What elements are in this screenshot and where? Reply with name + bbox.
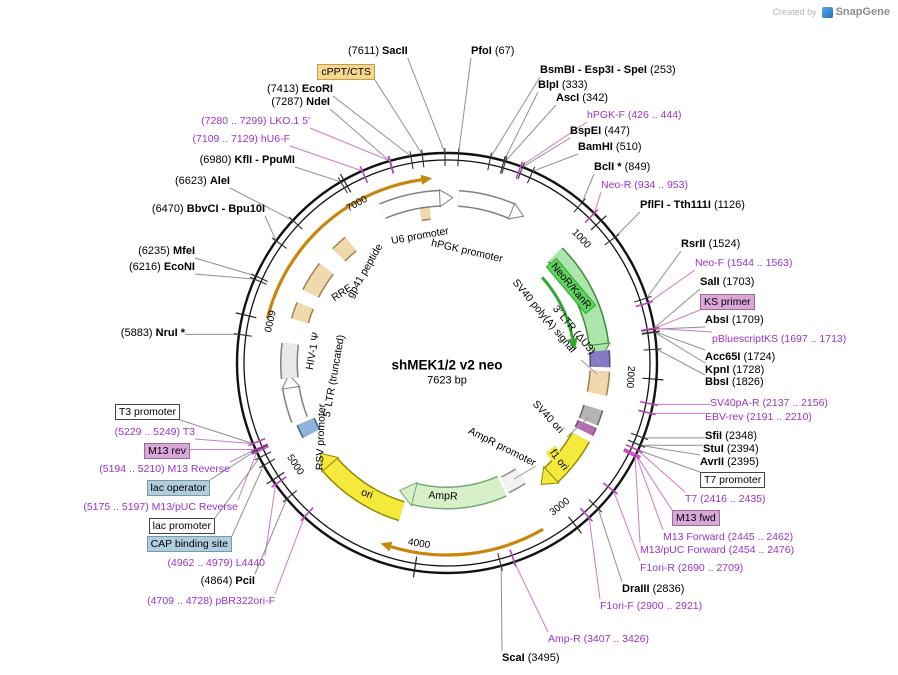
site-label-sali: SalI (1703) [700, 276, 755, 288]
ring-mark-2000: 2000 [623, 365, 637, 389]
primer-label-pbluescriptks: pBluescriptKS (1697 .. 1713) [712, 333, 847, 345]
u6-promoter-arrow [379, 188, 454, 220]
site-label-mfei: (6235) MfeI [138, 245, 195, 257]
primer-label-f1ori-r: F1ori-R (2690 .. 2709) [640, 562, 744, 574]
site-label-nrui: (5883) NruI * [120, 327, 185, 339]
primer-label-sv40pa-r: SV40pA-R (2137 .. 2156) [710, 397, 828, 409]
site-label-scai: ScaI (3495) [502, 652, 560, 664]
feature-label-lac-operator: lac operator [146, 480, 210, 496]
snapgene-logo-icon [821, 6, 833, 18]
gp41-feature-box [332, 236, 357, 262]
plasmid-name: shMEK1/2 v2 neo [391, 357, 503, 373]
primer-label-amp-r: Amp-R (3407 .. 3426) [548, 633, 649, 645]
site-label-bbvci-bpu10i: (6470) BbvCI - Bpu10I [151, 203, 265, 215]
primer-label-neo-r: Neo-R (934 .. 953) [601, 179, 688, 191]
primer-label-l4440: (4962 .. 4979) L4440 [167, 557, 266, 569]
ltr5-feature-box [280, 342, 300, 379]
neor-inner-green-arrow [540, 276, 578, 351]
t7-m13-feature-sliver [574, 419, 597, 436]
plasmid-title-block: shMEK1/2 v2 neo 7623 bp [391, 358, 502, 387]
primer-label-hu6-f: (7109 .. 7129) hU6-F [192, 133, 290, 145]
primer-label-f1ori-f: F1ori-F (2900 .. 2921) [600, 600, 703, 612]
site-label-sfii: SfiI (2348) [705, 430, 757, 442]
primer-label-m13-forward: M13 Forward (2445 .. 2462) [663, 531, 794, 543]
credit-text: Created by [772, 7, 817, 17]
feature-label-lac-promoter: lac promoter [148, 518, 215, 534]
primer-label-m13-reverse: (5194 .. 5210) M13 Reverse [99, 463, 230, 475]
site-label-bamhi: BamHI (510) [578, 141, 642, 153]
site-label-stui: StuI (2394) [703, 443, 759, 455]
snapgene-brand: SnapGene [821, 6, 890, 18]
site-label-ecori: (7413) EcoRI [266, 83, 333, 95]
sv40-ori-feature-box [578, 404, 604, 426]
site-label-alei: (6623) AleI [174, 175, 230, 187]
primer-label-pbr322ori-f: (4709 .. 4728) pBR322ori-F [147, 595, 275, 607]
orange-arc-bottom [380, 527, 544, 557]
site-label-bsmbi-esp3i-spei: BsmBI - Esp3I - SpeI (253) [540, 64, 676, 76]
site-label-blpi: BlpI (333) [538, 79, 588, 91]
feature-label-m13-rev: M13 rev [144, 443, 190, 459]
feature-label-cppt-cts: cPPT/CTS [317, 64, 375, 80]
f1-ori-arrow [540, 431, 590, 485]
ori-arrow [319, 452, 405, 522]
sv40-polya-feature-box [586, 370, 611, 396]
ltr3-feature-box [589, 350, 611, 368]
feature-label-cap-binding-site: CAP binding site [146, 536, 232, 552]
feature-label-t3-promoter: T3 promoter [114, 404, 180, 420]
site-label-pcii: (4864) PciI [200, 575, 255, 587]
site-label-kpni: KpnI (1728) [705, 364, 765, 376]
snapgene-credit: Created by SnapGene [773, 6, 890, 18]
hpgk-promoter-arrow [457, 189, 525, 220]
primer-label-neo-f: Neo-F (1544 .. 1563) [695, 257, 793, 269]
ampr-arrow [398, 475, 507, 510]
fe­ature-label-ampr: AmpR [428, 489, 458, 503]
feature-label-m13-fwd: M13 fwd [672, 510, 720, 526]
primer-label-m13-puc-reverse: (5175 .. 5197) M13/pUC Reverse [83, 501, 238, 513]
site-label-bbsi: BbsI (1826) [705, 376, 764, 388]
orange-arc-top [265, 174, 433, 319]
site-label-pfoi: PfoI (67) [471, 45, 515, 57]
plasmid-ring [235, 151, 659, 575]
rre-feature-box [302, 262, 335, 298]
site-label-econi: (6216) EcoNI [128, 261, 195, 273]
primer-label-lko1-5: (7280 .. 7299) LKO.1 5' [201, 115, 310, 127]
site-label-ndei: (7287) NdeI [271, 96, 330, 108]
site-label-bspei: BspEI (447) [570, 125, 630, 137]
hiv-psi-feature-box [290, 302, 314, 324]
primer-label-t7: T7 (2416 .. 2435) [685, 493, 766, 505]
site-label-kfli-ppumi: (6980) KflI - PpuMI [199, 154, 295, 166]
primer-label-ebv-rev: EBV-rev (2191 .. 2210) [705, 411, 812, 423]
lac-region-feature-box [296, 417, 321, 439]
site-label-avrii: AvrII (2395) [700, 456, 759, 468]
primer-label-m13-puc-forward: M13/pUC Forward (2454 .. 2476) [640, 544, 795, 556]
primer-label-t3: (5229 .. 5249) T3 [114, 426, 195, 438]
site-label-absi: AbsI (1709) [705, 314, 764, 326]
site-label-rsrii: RsrII (1524) [681, 238, 741, 250]
site-label-acc65i: Acc65I (1724) [705, 351, 776, 363]
ampr-promoter-feature-box [500, 468, 526, 494]
feature-label-ks-primer: KS primer [700, 294, 755, 310]
plasmid-size: 7623 bp [427, 374, 467, 387]
feature-label-t7-promoter: T7 promoter [700, 472, 766, 488]
rsv-promoter-arrow [281, 374, 308, 423]
cppt-cts-feature-box [418, 202, 431, 222]
site-label-bcli: BclI * (849) [594, 161, 651, 173]
site-label-pflfi-tth111i: PflFI - Tth111I (1126) [640, 199, 745, 211]
site-label-sacii: (7611) SacII [348, 45, 408, 57]
site-label-asci: AscI (342) [556, 92, 608, 104]
site-label-draiii: DraIII (2836) [622, 583, 685, 595]
inner-label-pointer-lines [513, 356, 601, 480]
primer-label-hpgk-f: hPGK-F (426 .. 444) [587, 109, 682, 121]
